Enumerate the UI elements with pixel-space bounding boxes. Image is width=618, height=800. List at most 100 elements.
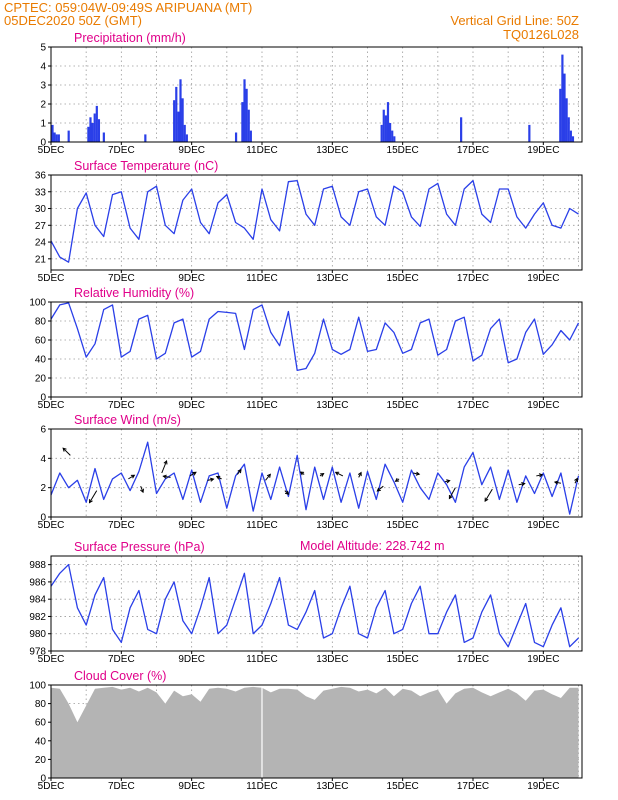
wind-arrow	[140, 486, 144, 494]
x-tick-label: 11DEC	[246, 145, 278, 156]
cloud-cover-title: Cloud Cover (%)	[74, 669, 166, 683]
header-grid-note: Vertical Grid Line: 50Z	[450, 13, 579, 28]
y-tick-label: 6	[40, 425, 46, 436]
y-tick-label: 3	[40, 81, 46, 92]
x-tick-label: 5DEC	[38, 400, 65, 411]
surface-pressure-line	[50, 563, 579, 648]
precip-bar	[571, 136, 575, 142]
wind-arrow-head	[574, 477, 578, 482]
wind-arrow-shaft	[448, 487, 456, 499]
panels: Precipitation (mm/h) 0 1 2 3 4 5 5DEC 7DEC 9DEC 11…	[29, 31, 583, 792]
x-tick-label: 13DEC	[316, 654, 348, 665]
y-tick-label: 20	[35, 374, 47, 385]
x-tick-label: 13DEC	[316, 400, 348, 411]
wind-arrow	[162, 474, 171, 479]
wind-arrow-shaft	[484, 488, 493, 502]
precip-bar	[384, 115, 387, 142]
x-tick-label: 15DEC	[387, 400, 419, 411]
precip-bar	[95, 105, 98, 142]
x-tick-label: 5DEC	[38, 520, 65, 531]
x-tick-label: 15DEC	[387, 273, 419, 284]
precip-bar	[144, 134, 147, 142]
x-tick-label: 11DEC	[246, 273, 278, 284]
y-tick-label: 24	[35, 238, 47, 249]
precip-bar	[175, 86, 178, 142]
x-tick-label: 7DEC	[108, 273, 135, 284]
wind-arrow	[161, 460, 168, 474]
precip-bar	[559, 88, 562, 142]
y-tick-label: 80	[35, 317, 47, 328]
x-tick-label: 13DEC	[316, 781, 348, 792]
x-tick-label: 9DEC	[178, 520, 205, 531]
x-tick-label: 17DEC	[457, 273, 489, 284]
x-tick-label: 15DEC	[387, 145, 419, 156]
wind-arrow	[319, 472, 325, 477]
y-tick-label: 21	[35, 254, 47, 265]
precip-bar	[57, 134, 60, 142]
wind-arrow	[413, 471, 421, 476]
y-tick-label: 2	[40, 483, 46, 494]
wind-arrow	[376, 485, 384, 492]
precip-bar	[67, 130, 70, 142]
y-tick-label: 100	[29, 681, 46, 692]
precip-bar	[91, 123, 94, 142]
y-tick-label: 33	[35, 187, 47, 198]
x-tick-label: 7DEC	[108, 400, 135, 411]
wind-arrow-head	[62, 447, 67, 452]
precip-bar	[388, 123, 392, 142]
wind-arrow	[448, 487, 456, 500]
wind-arrow-shaft	[89, 490, 98, 503]
precipitation-frame	[50, 46, 583, 143]
wind-arrow-shaft	[140, 486, 144, 493]
wind-arrow	[299, 471, 305, 476]
precip-bar	[241, 102, 244, 142]
precip-bar	[102, 132, 105, 142]
surface-temperature-frame	[50, 174, 583, 271]
x-tick-label: 9DEC	[178, 654, 205, 665]
y-tick-label: 0	[40, 138, 46, 149]
wind-arrow-head	[538, 473, 544, 478]
surface-temperature-panel: Surface Temperature (nC) 21 24 27 30 33 36 5DEC…	[35, 159, 583, 284]
precip-bar	[386, 102, 390, 142]
wind-arrow-head	[553, 480, 559, 485]
wind-arrow-head	[448, 494, 453, 500]
precip-bar	[561, 54, 564, 142]
precip-bar	[247, 109, 250, 142]
wind-arrow	[553, 480, 561, 485]
y-tick-label: 60	[35, 718, 47, 729]
surface-wind-panel: Surface Wind (m/s) 0 2 4 6 5DEC 7DEC 9DEC 11DEC 1…	[38, 413, 583, 531]
wind-arrow-head	[237, 468, 242, 474]
y-tick-label: 978	[29, 647, 46, 658]
x-tick-label: 9DEC	[178, 781, 205, 792]
x-tick-label: 13DEC	[316, 273, 348, 284]
wind-arrow-head	[357, 471, 362, 477]
wind-arrow-head	[376, 487, 381, 492]
wind-arrow	[236, 468, 242, 475]
y-tick-label: 40	[35, 355, 47, 366]
wind-arrow-head	[192, 471, 197, 476]
precip-bar	[382, 109, 385, 142]
x-tick-label: 11DEC	[246, 520, 278, 531]
x-tick-label: 17DEC	[457, 654, 489, 665]
precip-bar	[565, 98, 568, 142]
precip-bar	[249, 130, 252, 142]
precip-bar	[563, 73, 566, 142]
wind-arrow-head	[284, 490, 290, 495]
wind-arrow-head	[88, 499, 93, 504]
wind-arrow-shaft	[377, 485, 384, 492]
y-tick-label: 0	[40, 513, 46, 524]
x-tick-label: 17DEC	[457, 145, 489, 156]
y-tick-label: 30	[35, 204, 47, 215]
precip-bar	[53, 132, 56, 142]
wind-arrow-head	[299, 471, 305, 476]
x-tick-label: 19DEC	[527, 520, 559, 531]
precip-bar	[97, 119, 101, 142]
wind-arrow	[62, 447, 71, 456]
x-tick-label: 11DEC	[246, 400, 278, 411]
x-tick-label: 5DEC	[38, 654, 65, 665]
precipitation-title: Precipitation (mm/h)	[74, 31, 186, 45]
x-tick-label: 19DEC	[527, 145, 559, 156]
wind-arrow	[518, 482, 526, 487]
x-tick-label: 13DEC	[316, 145, 348, 156]
